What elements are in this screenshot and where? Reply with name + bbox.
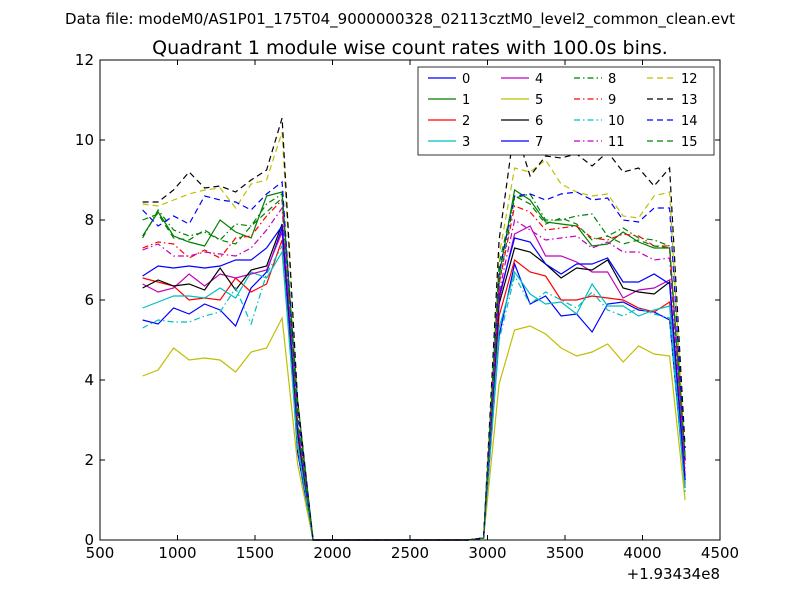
y-tick-label: 0	[84, 531, 94, 549]
legend-label-12: 12	[681, 72, 698, 87]
x-tick-label: 1500	[236, 544, 274, 562]
x-tick-label: 3500	[546, 544, 584, 562]
y-tick-label: 8	[84, 211, 94, 229]
series-line-11	[142, 206, 686, 541]
legend-label-11: 11	[608, 135, 625, 150]
chart-title: Quadrant 1 module wise count rates with …	[152, 37, 668, 59]
legend-label-14: 14	[681, 114, 698, 129]
y-tick-label: 12	[75, 51, 94, 69]
y-tick-label: 2	[84, 451, 94, 469]
legend-label-15: 15	[681, 135, 698, 150]
plot-area: 500 1000 1500 2000 2500 3000 3500 4000 4500 0 2 4 6 8…	[75, 51, 739, 562]
x-tick-label: 500	[86, 544, 115, 562]
legend-label-5: 5	[535, 93, 543, 108]
legend-label-6: 6	[535, 114, 543, 129]
y-tick-label: 6	[84, 291, 94, 309]
legend-frame	[417, 66, 715, 156]
y-tick-label: 10	[75, 131, 94, 149]
x-tick-label: 4500	[701, 544, 739, 562]
legend-label-9: 9	[608, 93, 616, 108]
legend-label-4: 4	[535, 72, 543, 87]
legend-label-7: 7	[535, 135, 543, 150]
legend-label-10: 10	[608, 114, 625, 129]
x-tick-label: 2500	[391, 544, 429, 562]
legend-label-3: 3	[462, 135, 470, 150]
axis-ticks: 500 1000 1500 2000 2500 3000 3500 4000 4500 0 2 4 6 8…	[75, 51, 739, 562]
x-axis-offset-text: +1.93434e8	[627, 565, 720, 583]
legend-label-1: 1	[462, 93, 470, 108]
legend-label-2: 2	[462, 114, 470, 129]
series-line-13	[142, 117, 686, 541]
x-tick-label: 3000	[468, 544, 506, 562]
legend-label-0: 0	[462, 72, 470, 87]
legend-label-13: 13	[681, 93, 698, 108]
series-line-9	[142, 198, 686, 541]
x-tick-label: 4000	[623, 544, 661, 562]
figure-suptitle: Data file: modeM0/AS1P01_175T04_90000003…	[65, 10, 735, 29]
x-tick-label: 2000	[313, 544, 351, 562]
x-tick-label: 1000	[158, 544, 196, 562]
legend-label-8: 8	[608, 72, 616, 87]
y-tick-label: 4	[84, 371, 94, 389]
